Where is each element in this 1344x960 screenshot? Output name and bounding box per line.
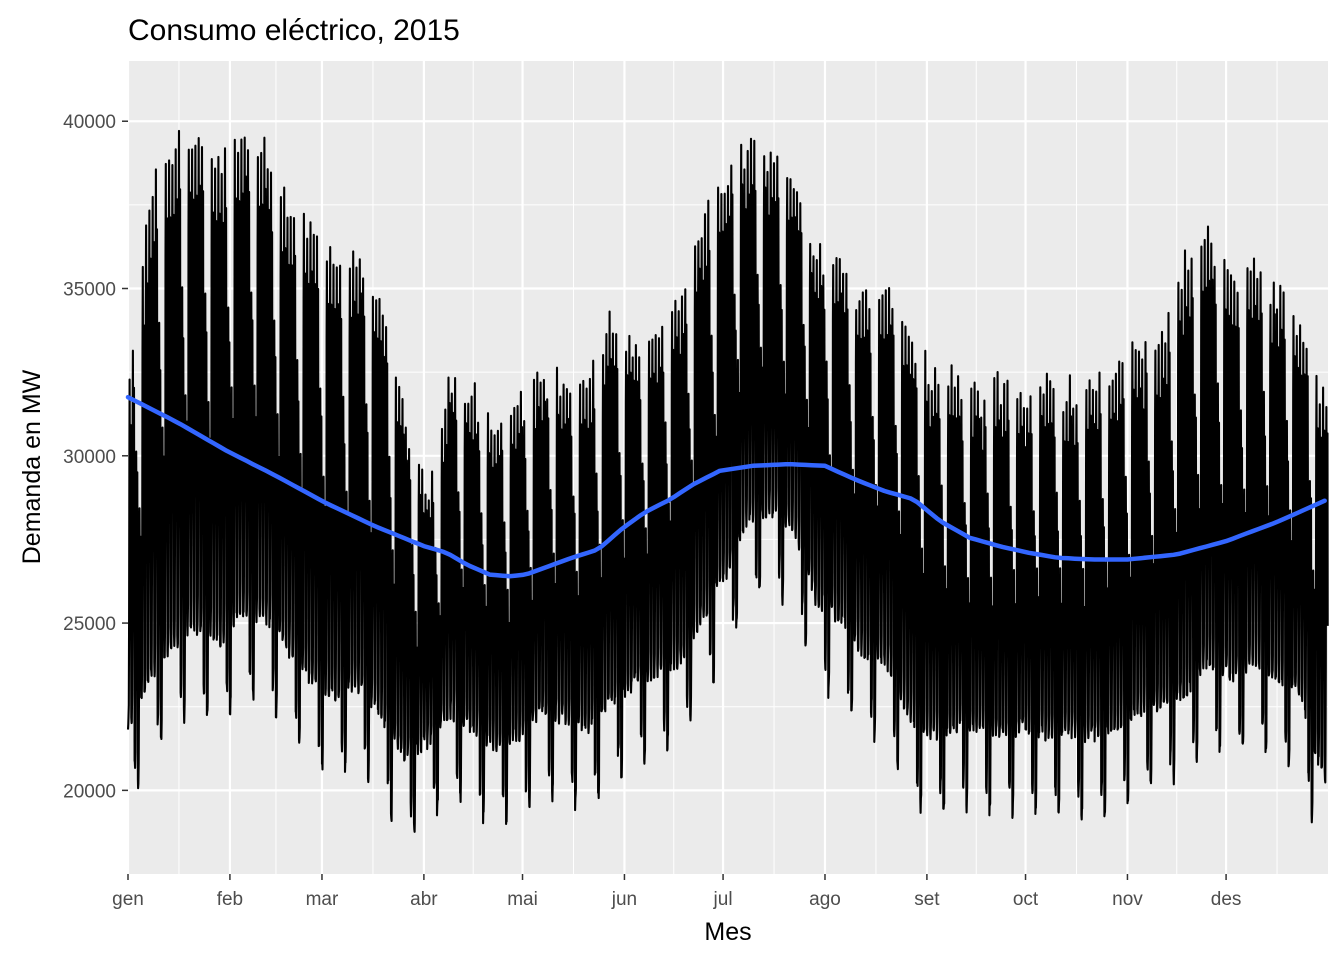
x-tick-label: nov	[1112, 889, 1143, 910]
y-tick-label: 30000	[63, 447, 116, 468]
y-tick-label: 25000	[63, 614, 116, 635]
demand-hourly-line	[126, 129, 1329, 833]
x-tick-label: jun	[611, 889, 637, 910]
x-tick-label: ago	[809, 889, 841, 910]
x-tick-label: des	[1211, 889, 1242, 910]
x-tick-label: oct	[1013, 889, 1039, 910]
y-tick-label: 35000	[63, 280, 116, 301]
x-tick-label: jul	[713, 889, 733, 910]
y-tick-label: 20000	[63, 781, 116, 802]
y-axis-label: Demanda en MW	[18, 369, 46, 564]
x-tick-label: set	[914, 889, 940, 910]
x-axis-label: Mes	[704, 918, 751, 946]
x-tick-label: mai	[507, 889, 538, 910]
series-layer	[125, 129, 1329, 833]
x-tick-label: feb	[217, 889, 243, 910]
trend-line	[125, 394, 1327, 579]
chart-title: Consumo eléctrico, 2015	[128, 14, 460, 47]
y-tick-label: 40000	[63, 112, 116, 133]
x-tick-label: mar	[306, 889, 339, 910]
axis-ticks: 20000 25000 30000 35000 40000 gen feb mar abr mai…	[63, 112, 1241, 910]
x-tick-label: gen	[112, 889, 144, 910]
x-tick-label: abr	[410, 889, 438, 910]
